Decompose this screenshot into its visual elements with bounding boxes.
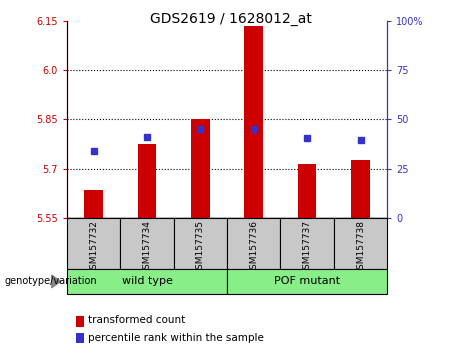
Text: GSM157735: GSM157735 (196, 220, 205, 275)
Bar (280, 218, 334, 269)
Bar (244, 26, 263, 218)
Text: GSM157738: GSM157738 (356, 220, 365, 275)
Text: percentile rank within the sample: percentile rank within the sample (88, 333, 264, 343)
Bar (84, 190, 103, 218)
Bar (191, 119, 210, 218)
Text: POF mutant: POF mutant (274, 276, 340, 286)
Bar (67, 269, 227, 294)
Text: transformed count: transformed count (88, 315, 185, 325)
Text: GSM157736: GSM157736 (249, 220, 258, 275)
Bar (67, 218, 120, 269)
Bar (298, 164, 317, 218)
Bar (174, 218, 227, 269)
Bar (334, 218, 387, 269)
Bar (120, 218, 174, 269)
Text: GDS2619 / 1628012_at: GDS2619 / 1628012_at (149, 12, 312, 27)
Text: GSM157732: GSM157732 (89, 220, 98, 275)
Text: wild type: wild type (122, 276, 172, 286)
Text: GSM157734: GSM157734 (142, 220, 152, 275)
Text: GSM157737: GSM157737 (302, 220, 312, 275)
Bar (227, 269, 387, 294)
Text: genotype/variation: genotype/variation (5, 276, 97, 286)
Bar (137, 144, 156, 218)
Bar (227, 218, 280, 269)
Bar (351, 160, 370, 218)
Polygon shape (52, 275, 61, 288)
